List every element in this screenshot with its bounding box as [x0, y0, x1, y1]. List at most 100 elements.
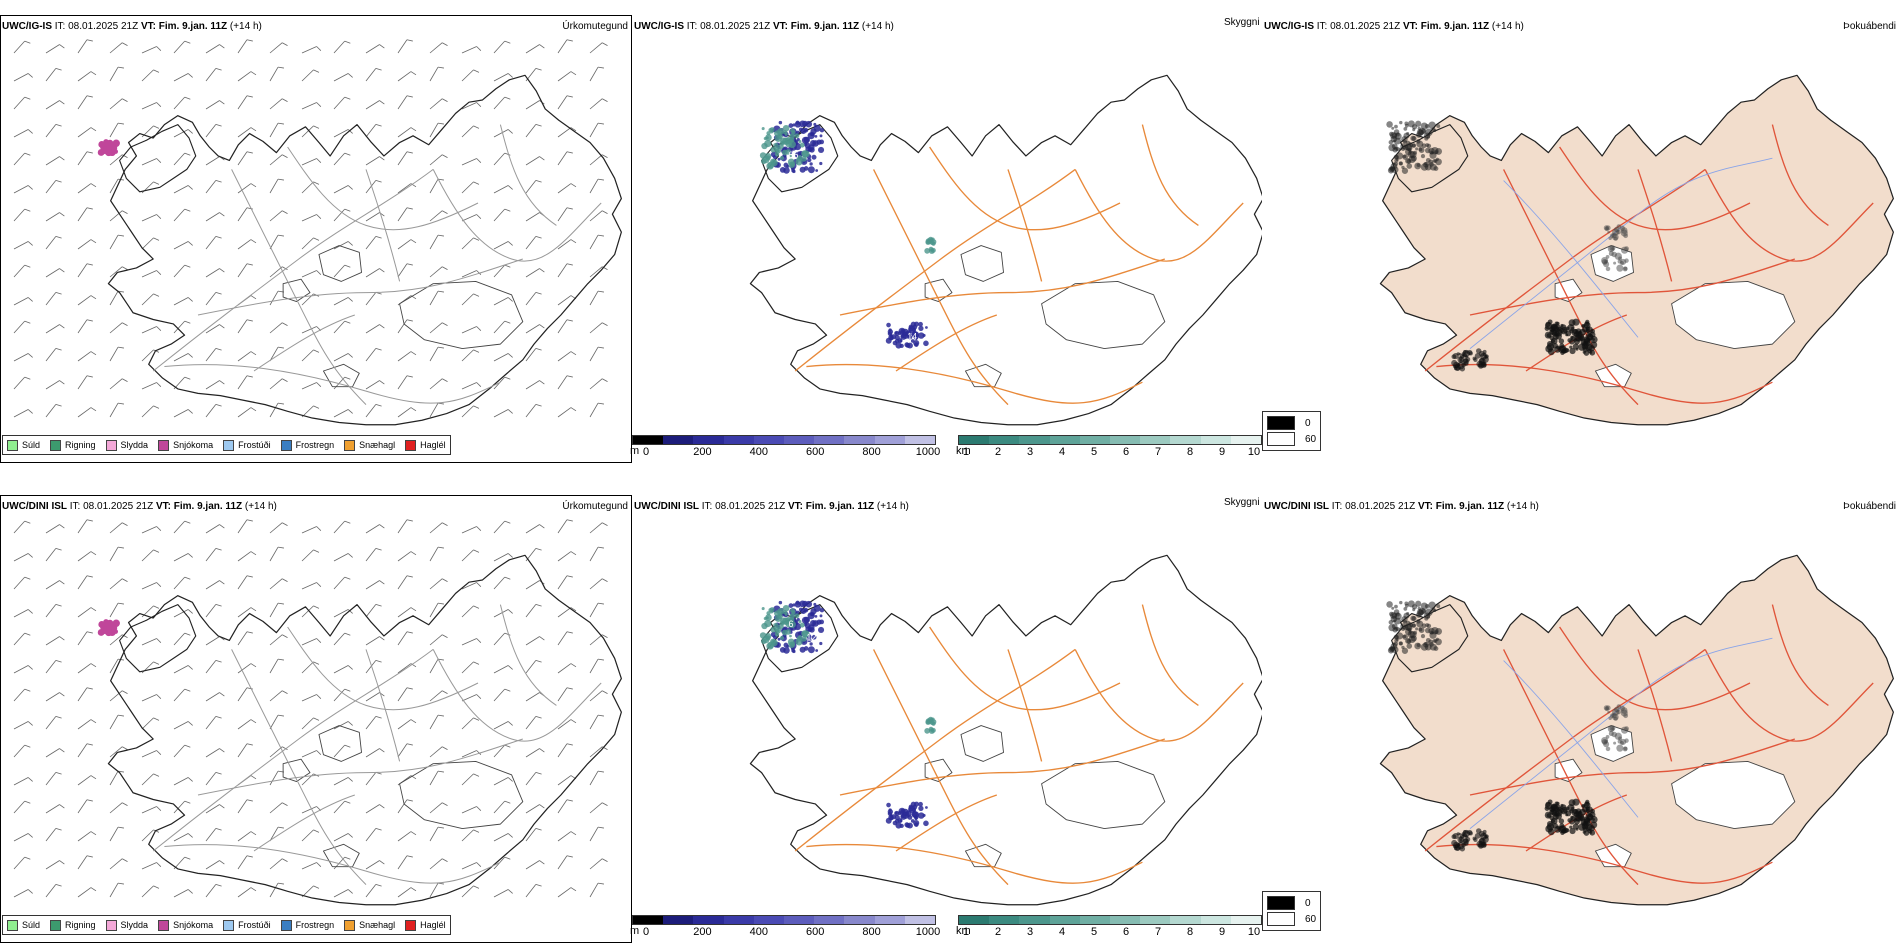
road-line: [253, 314, 355, 372]
panel-title: Skyggni: [1224, 497, 1260, 508]
iceland-map-visibility: 6 12: [749, 554, 1262, 906]
legend-entry: Snjókoma: [158, 919, 213, 931]
fog-legend-swatch: [1267, 896, 1295, 910]
glacier-outline: [1041, 280, 1166, 350]
legend-swatch: [280, 439, 292, 451]
reduced-visibility-area: [924, 236, 937, 254]
low-visibility-area: [885, 801, 929, 829]
legend-label: Rigning: [65, 920, 96, 930]
reduced-visibility-area: [759, 124, 810, 170]
legend-label: Frostregn: [295, 920, 335, 930]
legend-entry: Rigning: [50, 439, 96, 451]
legend-entry: Slydda: [105, 919, 149, 931]
legend-swatch: [105, 439, 117, 451]
westfjords-coast: [1391, 604, 1469, 673]
iceland-coastline: [107, 554, 622, 906]
colorbar-tick: 600: [806, 926, 825, 938]
colorbar-tick: 6: [1122, 926, 1130, 938]
glacier-outline: [318, 725, 362, 762]
iceland-coastline: [107, 74, 622, 426]
glacier-outline: [1671, 280, 1796, 350]
fog-legend-label: 60: [1305, 913, 1317, 925]
map-value-label: 30: [797, 105, 807, 115]
colorbar-unit: km: [956, 925, 971, 937]
fog-area: [1386, 120, 1443, 174]
iceland-map-precip: [13, 39, 622, 426]
road-line: [432, 169, 602, 262]
fog-legend-label: 0: [1305, 417, 1311, 429]
iceland-map-fog: [1379, 74, 1894, 426]
colorbar-unit: km: [956, 445, 971, 457]
road-line: [895, 314, 998, 372]
legend-label: Slydda: [120, 920, 149, 930]
reduced-visibility-area: [759, 604, 810, 650]
glacier-outline: [960, 725, 1004, 762]
panel-title: Skyggni: [1224, 17, 1260, 28]
road-line: [253, 794, 355, 852]
precip-type-legend: Súld Rigning Slydda Snjókoma Frostúði Frostre…: [2, 915, 451, 935]
legend-swatch: [223, 439, 235, 451]
fog-legend-label: 0: [1305, 897, 1311, 909]
legend-swatch: [405, 439, 417, 451]
road-line: [895, 794, 998, 852]
colorbar-tick: 3: [1026, 446, 1034, 458]
road-line: [1007, 649, 1043, 762]
legend-entry: Súld: [7, 919, 41, 931]
road-line: [1436, 843, 1773, 884]
precip-panel-row1: UWC/IG-IS IT: 08.01.2025 21Z VT: Fim. 9.…: [0, 15, 632, 463]
visibility-m-colorbar: 0 200 400 600 800 1000 m: [630, 915, 940, 943]
colorbar-ramp: [632, 435, 936, 445]
road-line: [1424, 168, 1706, 372]
legend-label: Frostúði: [238, 440, 271, 450]
fog-legend-label: 60: [1305, 433, 1317, 445]
legend-swatch: [7, 439, 18, 451]
colorbar-tick: 2: [994, 446, 1002, 458]
road-line: [1469, 258, 1796, 316]
road-line: [164, 364, 501, 404]
river-line: [1503, 180, 1639, 338]
road-line: [872, 169, 1009, 406]
panel-header: UWC/DINI ISL IT: 08.01.2025 21Z VT: Fim.…: [634, 501, 909, 512]
road-line: [929, 146, 1121, 231]
road-line: [499, 604, 557, 706]
iceland-map-fog: [1379, 554, 1894, 906]
colorbar-unit: m: [630, 445, 640, 457]
colorbar-tick: 1: [962, 446, 970, 458]
glacier-outline: [399, 280, 524, 350]
road-line: [1007, 169, 1043, 282]
colorbar-tick: 400: [749, 446, 768, 458]
panel-title: Þokuábendi: [1843, 21, 1896, 32]
legend-swatch: [405, 919, 417, 931]
road-line: [1502, 649, 1639, 886]
colorbar-tick: 9: [1218, 926, 1226, 938]
colorbar-tick: 1000: [915, 446, 941, 458]
road-line: [1637, 169, 1673, 282]
river-line: [1503, 660, 1639, 818]
legend-label: Snæhagl: [359, 920, 396, 930]
wind-barbs: [13, 39, 608, 418]
fog-legend-swatch: [1267, 432, 1295, 446]
legend-entry: Frostúði: [223, 439, 271, 451]
colorbar-tick: 10: [1247, 926, 1261, 938]
legend-swatch: [158, 439, 170, 451]
road-line: [1141, 604, 1199, 706]
road-line: [872, 649, 1009, 886]
road-line: [1074, 649, 1244, 742]
glacier-outline: [1594, 363, 1632, 388]
road-line: [197, 258, 523, 316]
map-value-label: 14: [907, 332, 917, 342]
road-line: [1771, 604, 1829, 706]
legend-label: Snjókoma: [173, 440, 214, 450]
legend-entry: Slydda: [105, 439, 148, 451]
colorbar-tick: 600: [806, 446, 825, 458]
iceland-map-visibility: 30 05 14: [749, 74, 1262, 426]
road-line: [1771, 124, 1829, 226]
road-line: [365, 169, 401, 282]
colorbar-tick: 4: [1058, 926, 1066, 938]
glacier-outline: [322, 363, 360, 388]
panel-title: Þokuábendi: [1843, 501, 1896, 512]
reduced-visibility-area: [924, 716, 937, 734]
visibility-m-colorbar: 0 200 400 600 800 1000 m: [630, 435, 940, 463]
legend-label: Súld: [22, 920, 41, 930]
westfjords-coast: [119, 604, 197, 673]
